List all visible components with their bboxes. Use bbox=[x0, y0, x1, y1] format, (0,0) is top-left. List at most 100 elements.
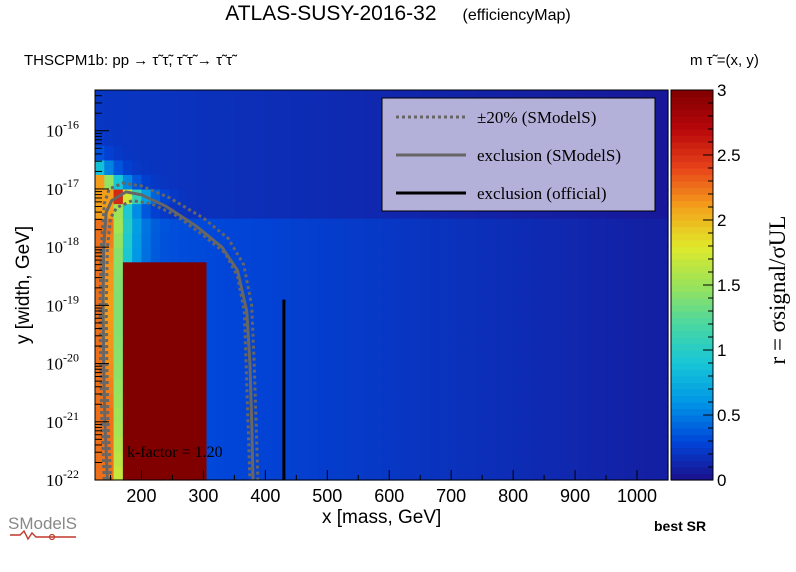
heatmap-cell bbox=[448, 450, 458, 467]
heatmap-cell bbox=[104, 116, 115, 132]
heatmap-cell bbox=[410, 319, 421, 336]
heatmap-cell bbox=[178, 290, 189, 306]
heatmap-cell bbox=[150, 421, 161, 437]
heatmap-cell bbox=[336, 407, 347, 423]
heatmap-cell bbox=[336, 145, 347, 161]
heatmap-cell bbox=[494, 305, 505, 321]
heatmap-cell bbox=[383, 290, 393, 306]
heatmap-cell bbox=[661, 101, 669, 117]
heatmap-cell bbox=[643, 450, 654, 467]
heatmap-cell bbox=[494, 232, 505, 248]
heatmap-cell bbox=[355, 247, 366, 263]
heatmap-cell bbox=[197, 305, 208, 321]
heatmap-cell bbox=[104, 450, 115, 467]
colorbar-step bbox=[671, 369, 713, 377]
heatmap-cell bbox=[383, 90, 393, 103]
mass-label: m τ̃ =(x, y) bbox=[690, 52, 759, 69]
heatmap-cell bbox=[438, 334, 449, 350]
heatmap-cell bbox=[299, 305, 310, 321]
heatmap-cell bbox=[420, 392, 431, 408]
heatmap-cell bbox=[345, 261, 356, 277]
heatmap-cell bbox=[132, 261, 143, 277]
heatmap-cell bbox=[531, 436, 542, 452]
heatmap-cell bbox=[392, 334, 403, 350]
colorbar-step bbox=[671, 324, 713, 332]
heatmap-cell bbox=[262, 290, 273, 306]
heatmap-cell bbox=[448, 465, 458, 481]
heatmap-cell bbox=[345, 407, 356, 423]
heatmap-cell bbox=[559, 392, 570, 408]
heatmap-cell bbox=[503, 90, 514, 103]
heatmap-cell bbox=[113, 116, 124, 132]
heatmap-cell bbox=[401, 276, 412, 292]
heatmap-cell bbox=[104, 261, 115, 277]
heatmap-cell bbox=[95, 218, 105, 234]
heatmap-cell bbox=[420, 232, 431, 248]
heatmap-cell bbox=[448, 334, 458, 350]
heatmap-cell bbox=[271, 319, 282, 336]
heatmap-cell bbox=[141, 349, 152, 365]
heatmap-cell bbox=[308, 319, 319, 336]
heatmap-cell bbox=[122, 90, 133, 103]
colorbar-step bbox=[671, 233, 713, 241]
heatmap-cell bbox=[438, 90, 449, 103]
heatmap-cell bbox=[661, 232, 669, 248]
heatmap-cell bbox=[206, 218, 217, 234]
heatmap-cell bbox=[531, 349, 542, 365]
heatmap-cell bbox=[401, 90, 412, 103]
analysis-type: (efficiencyMap) bbox=[462, 7, 571, 24]
heatmap-cell bbox=[271, 421, 282, 437]
heatmap-cell bbox=[95, 450, 105, 467]
heatmap-cell bbox=[225, 159, 235, 175]
heatmap-cell bbox=[271, 130, 282, 146]
heatmap-cell bbox=[169, 101, 180, 117]
heatmap-cell bbox=[373, 247, 384, 263]
heatmap-cell bbox=[225, 174, 235, 190]
heatmap-cell bbox=[197, 276, 208, 292]
heatmap-cell bbox=[150, 101, 161, 117]
heatmap-cell bbox=[234, 319, 245, 336]
heatmap-cell bbox=[364, 450, 375, 467]
contour-minus20 bbox=[98, 181, 260, 481]
heatmap-cell bbox=[169, 392, 180, 408]
heatmap-cell bbox=[401, 290, 412, 306]
heatmap-cell bbox=[215, 232, 226, 248]
heatmap-cell bbox=[113, 145, 124, 161]
heatmap-cell bbox=[215, 174, 226, 190]
colorbar-tick-label: 0 bbox=[717, 471, 726, 490]
heatmap-cell bbox=[541, 334, 551, 350]
heatmap-cell bbox=[345, 90, 356, 103]
heatmap-cell bbox=[466, 363, 477, 379]
heatmap-cell bbox=[485, 276, 496, 292]
heatmap-cell bbox=[290, 305, 301, 321]
heatmap-cell bbox=[661, 159, 669, 175]
heatmap-cell bbox=[122, 247, 133, 263]
heatmap-cell bbox=[522, 90, 533, 103]
heatmap-cell bbox=[280, 378, 291, 394]
heatmap-cell bbox=[643, 305, 654, 321]
heatmap-cell bbox=[420, 378, 431, 394]
heatmap-cell bbox=[661, 349, 669, 365]
heatmap-cell bbox=[225, 130, 235, 146]
heatmap-cell bbox=[345, 465, 356, 481]
heatmap-cell bbox=[150, 319, 161, 336]
heatmap-cell bbox=[578, 450, 589, 467]
heatmap-cell bbox=[615, 319, 626, 336]
heatmap-cell bbox=[308, 363, 319, 379]
heatmap-cell bbox=[522, 378, 533, 394]
y-tick-label: 10-22 bbox=[46, 467, 79, 490]
heatmap-cell bbox=[169, 450, 180, 467]
heatmap-cell bbox=[522, 290, 533, 306]
heatmap-cell bbox=[150, 334, 161, 350]
heatmap-cell bbox=[132, 174, 143, 190]
heatmap-cell bbox=[550, 90, 561, 103]
heatmap-cell bbox=[661, 378, 669, 394]
heatmap-cell bbox=[383, 421, 393, 437]
heatmap-cell bbox=[420, 218, 431, 234]
heatmap-cell bbox=[299, 101, 310, 117]
heatmap-cell bbox=[150, 290, 161, 306]
heatmap-cell bbox=[290, 174, 301, 190]
heatmap-cell bbox=[336, 232, 347, 248]
heatmap-cell bbox=[420, 349, 431, 365]
heatmap-cell bbox=[448, 290, 458, 306]
